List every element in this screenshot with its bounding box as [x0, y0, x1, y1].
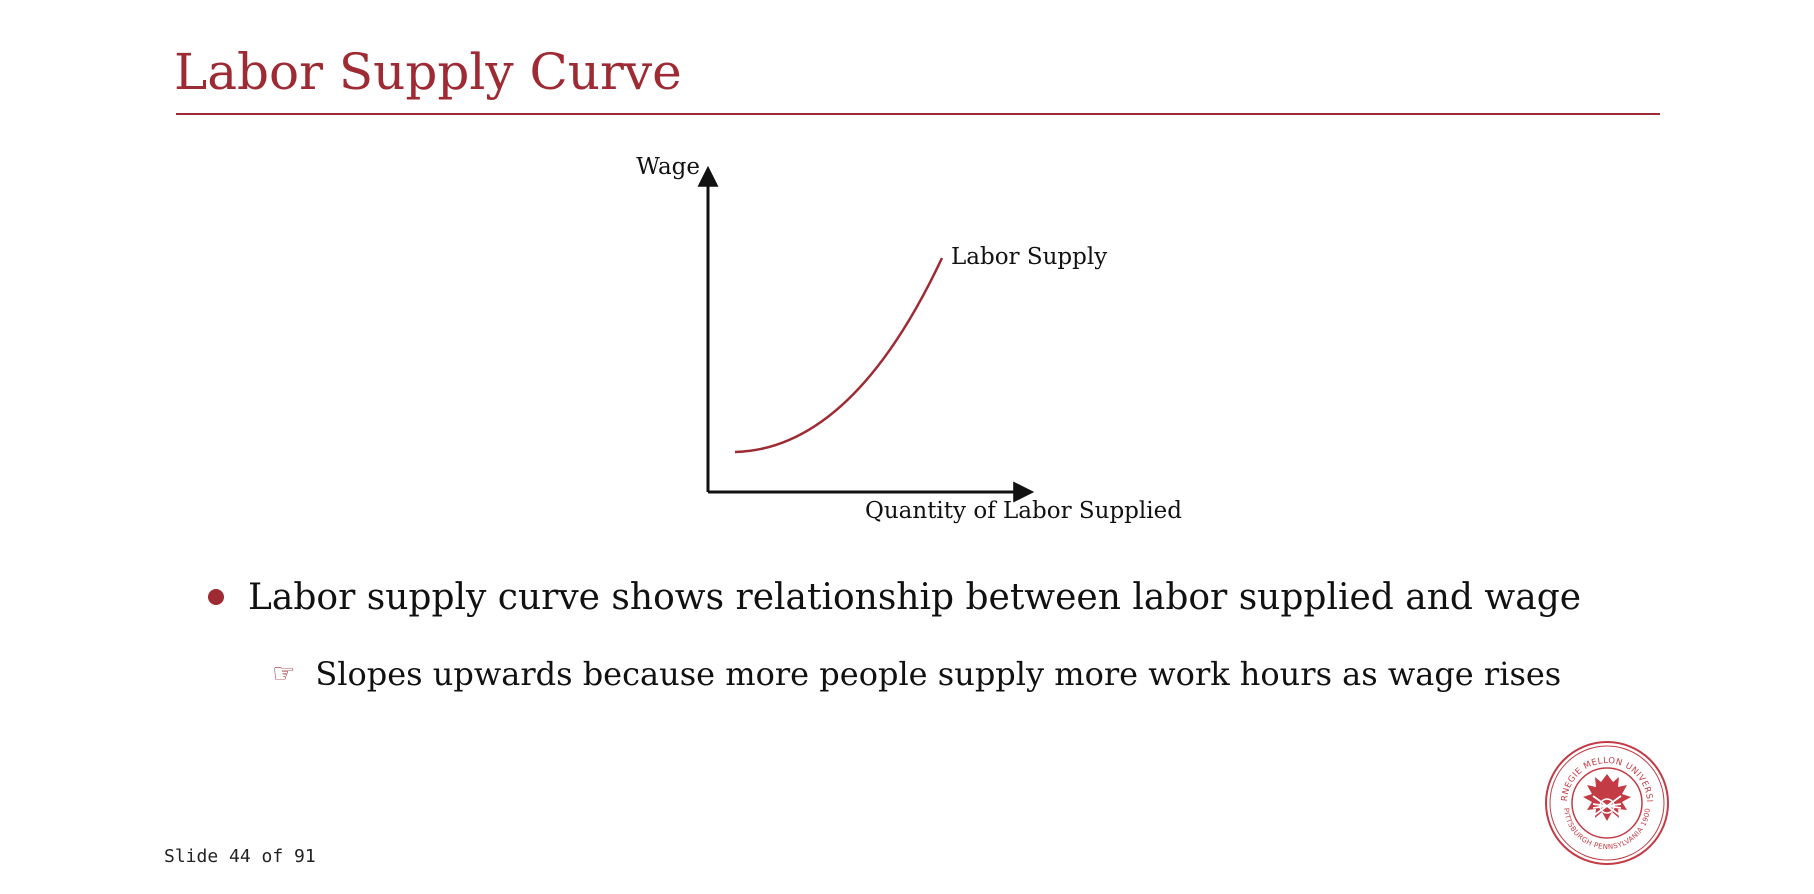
x-axis-label: Quantity of Labor Supplied [865, 498, 1182, 524]
curve-label: Labor Supply [951, 244, 1107, 270]
slide-counter: Slide 44 of 91 [164, 846, 316, 867]
labor-supply-curve [734, 257, 944, 454]
thistle-emblem-icon [1583, 774, 1631, 821]
bullet-text: Labor supply curve shows relationship be… [248, 576, 1582, 618]
bullet-dot-icon [208, 589, 224, 605]
slide-title: Labor Supply Curve [174, 43, 682, 101]
sub-bullet-text: Slopes upwards because more people suppl… [315, 655, 1562, 693]
labor-supply-diagram: Wage Quantity of Labor Supplied Labor Su… [636, 154, 1182, 524]
pointing-hand-icon: ☞ [272, 659, 296, 689]
bullet-item: Labor supply curve shows relationship be… [208, 570, 1581, 624]
university-seal-logo: CARNEGIE MELLON UNIVERSITY PITTSBURGH PE… [1544, 740, 1669, 865]
title-divider [176, 113, 1660, 115]
sub-bullet-item: ☞ Slopes upwards because more people sup… [272, 652, 1561, 696]
y-axis-label: Wage [636, 154, 700, 180]
